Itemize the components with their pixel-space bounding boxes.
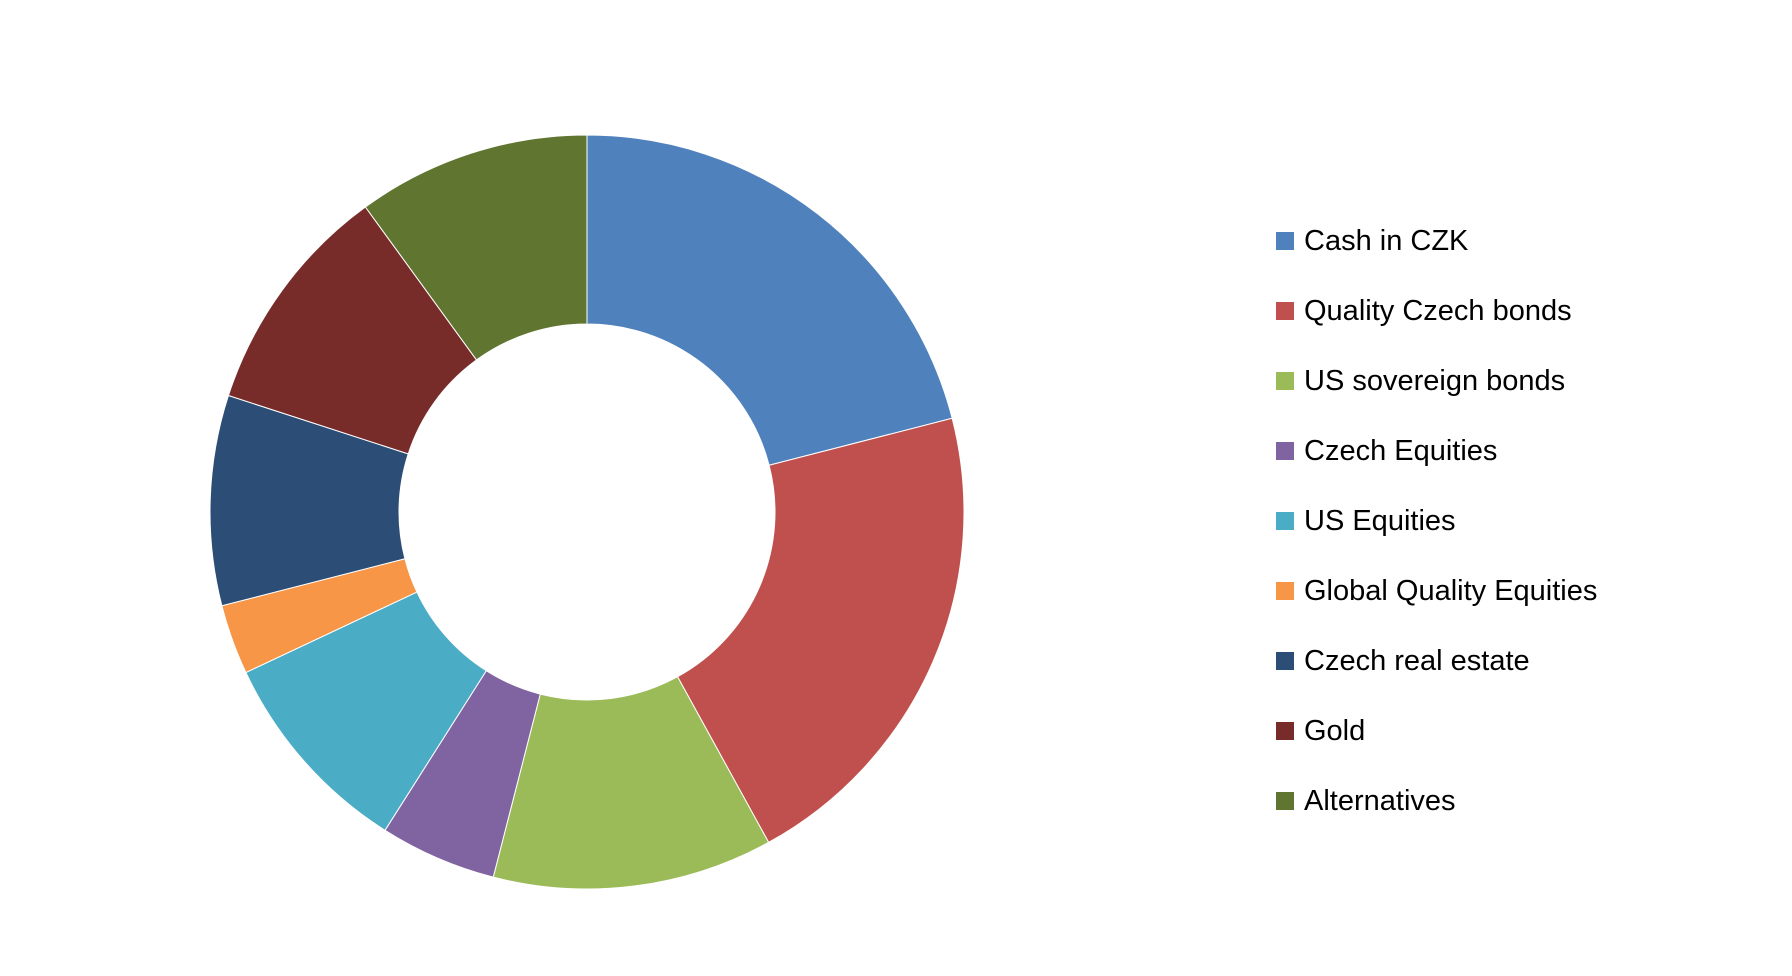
legend-label: Czech Equities [1304, 434, 1498, 467]
slice-alternatives [364, 134, 588, 361]
legend-swatch [1276, 582, 1294, 600]
legend-swatch [1276, 302, 1294, 320]
legend-label: Czech real estate [1304, 644, 1530, 677]
legend-swatch [1276, 652, 1294, 670]
legend-item: Cash in CZK [1276, 206, 1597, 276]
legend-item: US sovereign bonds [1276, 346, 1597, 416]
legend-swatch [1276, 512, 1294, 530]
legend-item: Quality Czech bonds [1276, 276, 1597, 346]
legend-label: Quality Czech bonds [1304, 294, 1572, 327]
legend-swatch [1276, 722, 1294, 740]
legend-swatch [1276, 442, 1294, 460]
legend-swatch [1276, 792, 1294, 810]
legend-item: Czech real estate [1276, 626, 1597, 696]
slice-quality-czech-bonds [676, 417, 965, 844]
legend-item: Gold [1276, 696, 1597, 766]
legend-item: Czech Equities [1276, 416, 1597, 486]
legend-label: Global Quality Equities [1304, 574, 1598, 607]
legend-item: Global Quality Equities [1276, 556, 1597, 626]
legend-item: US Equities [1276, 486, 1597, 556]
legend-label: US sovereign bonds [1304, 364, 1566, 397]
legend-item: Alternatives [1276, 766, 1597, 836]
slice-cash-in-czk [586, 134, 953, 466]
legend: Cash in CZK Quality Czech bonds US soverei… [1276, 206, 1597, 836]
legend-label: Cash in CZK [1304, 224, 1469, 257]
legend-swatch [1276, 232, 1294, 250]
legend-label: US Equities [1304, 504, 1456, 537]
legend-label: Gold [1304, 714, 1366, 747]
slice-us-sovereign-bonds [492, 676, 770, 890]
legend-label: Alternatives [1304, 784, 1456, 817]
legend-swatch [1276, 372, 1294, 390]
